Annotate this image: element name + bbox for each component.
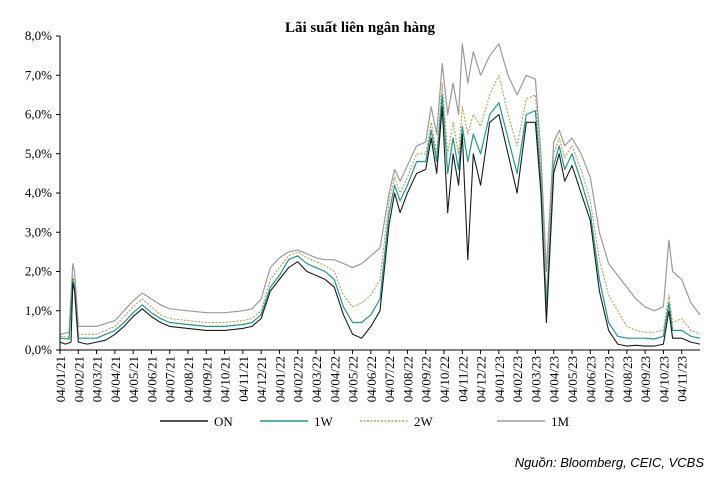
x-tick-label: 04/10/22 <box>437 356 452 402</box>
x-tick-label: 04/07/23 <box>602 356 617 402</box>
y-tick-label: 7,0% <box>25 67 52 82</box>
x-tick-label: 04/10/23 <box>656 356 671 402</box>
x-tick-label: 04/06/23 <box>583 356 598 402</box>
y-tick-label: 1,0% <box>25 303 52 318</box>
x-tick-label: 04/08/21 <box>181 356 196 402</box>
x-tick-label: 04/05/22 <box>346 356 361 402</box>
y-tick-label: 3,0% <box>25 224 52 239</box>
x-tick-label: 04/07/22 <box>382 356 397 402</box>
x-tick-label: 04/11/22 <box>455 356 470 402</box>
x-tick-label: 04/03/21 <box>90 356 105 402</box>
y-tick-label: 0,0% <box>25 342 52 357</box>
source-note: Nguồn: Bloomberg, CEIC, VCBS <box>514 455 704 470</box>
legend-label-1w: 1W <box>314 414 334 429</box>
x-tick-label: 04/05/21 <box>126 356 141 402</box>
x-tick-label: 04/11/21 <box>236 356 251 402</box>
legend-label-on: ON <box>214 414 233 429</box>
x-tick-label: 04/10/21 <box>218 356 233 402</box>
y-tick-label: 8,0% <box>25 28 52 43</box>
x-tick-label: 04/04/23 <box>547 356 562 402</box>
chart-title: Lãi suất liên ngân hàng <box>284 20 436 36</box>
x-tick-label: 04/04/21 <box>108 356 123 402</box>
series-line-1w <box>59 94 701 340</box>
y-tick-label: 2,0% <box>25 264 52 279</box>
x-tick-label: 04/02/21 <box>71 356 86 402</box>
x-tick-label: 04/08/22 <box>400 356 415 402</box>
x-tick-label: 04/08/23 <box>620 356 635 402</box>
x-tick-label: 04/02/23 <box>510 356 525 402</box>
x-tick-label: 04/03/22 <box>309 356 324 402</box>
x-tick-label: 04/06/22 <box>364 356 379 402</box>
legend-label-1m: 1M <box>551 414 570 429</box>
series-line-1m <box>59 43 701 335</box>
x-tick-label: 04/12/22 <box>474 356 489 402</box>
x-tick-label: 04/07/21 <box>163 356 178 402</box>
x-tick-label: 04/01/21 <box>53 356 68 402</box>
x-tick-label: 04/06/21 <box>144 356 159 402</box>
y-tick-label: 6,0% <box>25 107 52 122</box>
x-tick-label: 04/05/23 <box>565 356 580 402</box>
x-tick-label: 04/09/21 <box>199 356 214 402</box>
y-tick-label: 4,0% <box>25 185 52 200</box>
x-tick-label: 04/09/22 <box>419 356 434 402</box>
x-tick-label: 04/02/22 <box>291 356 306 402</box>
series-line-on <box>59 106 701 347</box>
y-tick-label: 5,0% <box>25 146 52 161</box>
legend-label-2w: 2W <box>414 414 434 429</box>
x-tick-label: 04/04/22 <box>327 356 342 402</box>
x-tick-label: 04/01/22 <box>272 356 287 402</box>
x-tick-label: 04/03/23 <box>528 356 543 402</box>
x-tick-label: 04/09/23 <box>638 356 653 402</box>
x-tick-label: 04/12/21 <box>254 356 269 402</box>
x-tick-label: 04/01/23 <box>492 356 507 402</box>
series-line-2w <box>59 74 701 338</box>
x-tick-label: 04/11/23 <box>675 356 690 402</box>
